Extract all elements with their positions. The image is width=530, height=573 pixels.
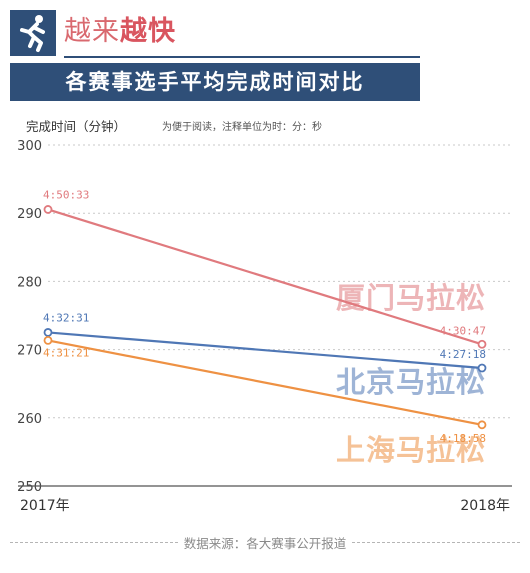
data-label: 4:30:47 xyxy=(440,324,486,337)
y-tick-label: 280 xyxy=(17,275,42,290)
data-label: 4:32:31 xyxy=(43,311,89,324)
title-light-text: 越来 xyxy=(64,16,120,47)
y-tick-label: 260 xyxy=(17,412,42,427)
series-name-label: 北京马拉松 xyxy=(336,365,486,399)
page-title: 越来越快 xyxy=(64,14,176,50)
y-tick-label: 250 xyxy=(17,480,42,495)
series-line xyxy=(47,339,483,426)
series-name-label: 厦门马拉松 xyxy=(336,281,486,315)
data-label: 4:50:33 xyxy=(43,188,89,201)
y-tick-label: 290 xyxy=(17,207,42,222)
title-bold-text: 越快 xyxy=(120,16,176,47)
line-chart: 250 260 270 280 290 300 2017年 2018年 4:50:33 4:30:… xyxy=(17,139,512,514)
data-label: 4:18:58 xyxy=(440,432,486,445)
x-tick-label: 2017年 xyxy=(20,498,70,514)
data-point xyxy=(477,420,487,430)
series-line xyxy=(47,331,483,370)
y-axis-label: 完成时间（分钟） xyxy=(26,119,127,134)
title-underline xyxy=(64,56,420,58)
data-label: 4:31:21 xyxy=(43,346,89,359)
data-point xyxy=(43,328,53,337)
data-point xyxy=(43,335,53,345)
data-source: 数据来源：各大赛事公开报道 xyxy=(183,536,347,551)
y-tick-label: 300 xyxy=(17,139,42,154)
y-tick-label: 270 xyxy=(17,344,42,359)
series-line xyxy=(47,208,483,346)
x-tick-label: 2018年 xyxy=(460,498,510,514)
runner-icon xyxy=(10,10,56,56)
data-label: 4:27:18 xyxy=(440,348,486,361)
source-divider-left xyxy=(10,542,178,544)
chart-title-banner: 各赛事选手平均完成时间对比 xyxy=(10,63,420,101)
data-point xyxy=(477,339,487,349)
source-divider-right xyxy=(352,542,520,544)
series-name-label: 上海马拉松 xyxy=(336,433,486,467)
data-point xyxy=(477,363,487,373)
unit-note: 为便于阅读，注释单位为时：分：秒 xyxy=(162,122,322,133)
data-point xyxy=(43,205,53,214)
